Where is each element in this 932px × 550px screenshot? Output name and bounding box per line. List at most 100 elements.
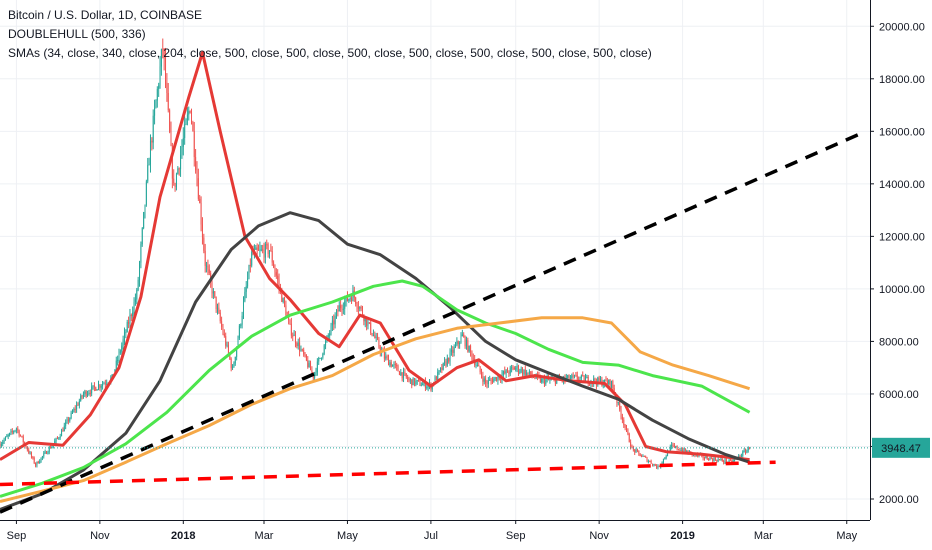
candle-body	[151, 140, 153, 143]
candle-body	[152, 115, 154, 143]
candle-body	[554, 378, 556, 384]
candle-body	[188, 111, 190, 115]
candle-body	[320, 357, 322, 359]
candle-body	[576, 375, 578, 380]
candle-body	[40, 457, 42, 462]
x-tick-label: Mar	[255, 530, 274, 542]
candle-body	[303, 349, 305, 355]
candle-body	[178, 168, 180, 170]
candle-body	[643, 455, 645, 457]
candle-body	[389, 362, 391, 366]
candle-body	[597, 377, 599, 385]
candle-body	[378, 339, 380, 348]
candle-body	[568, 375, 570, 380]
candle-body	[241, 315, 243, 325]
candle-body	[517, 365, 519, 373]
candle-body	[439, 367, 441, 371]
candle-body	[667, 451, 669, 457]
candle-body	[234, 356, 236, 364]
candle-body	[67, 419, 69, 422]
last-price-badge	[872, 437, 930, 458]
candle-body	[61, 430, 63, 437]
x-tick-label: Nov	[589, 530, 609, 542]
x-tick-label: Sep	[7, 530, 27, 542]
candle-body	[284, 298, 286, 306]
candle-body	[708, 459, 710, 461]
candle-body	[401, 372, 403, 379]
candle-body	[639, 453, 641, 457]
candle-body	[58, 437, 60, 439]
candle-body	[304, 354, 306, 356]
candle-body	[513, 367, 515, 370]
doublehull-indicator-label[interactable]: DOUBLEHULL (500, 336)	[8, 27, 146, 41]
candle-body	[154, 107, 156, 116]
candle-body	[589, 383, 591, 385]
candle-body	[626, 427, 628, 430]
candle-body	[556, 378, 558, 384]
candle-body	[238, 325, 240, 339]
candle-body	[449, 351, 451, 362]
candle-body	[87, 393, 89, 396]
candle-body	[65, 422, 67, 426]
candle-body	[139, 262, 141, 280]
candle-body	[370, 322, 372, 334]
candle-body	[680, 449, 682, 451]
candle-body	[647, 461, 649, 463]
candle-body	[489, 379, 491, 381]
candle-body	[318, 358, 320, 362]
candle-body	[301, 349, 303, 351]
candle-body	[169, 110, 171, 132]
candle-body	[672, 444, 674, 446]
candle-body	[174, 183, 176, 188]
candle-body	[508, 372, 510, 374]
candle-body	[467, 339, 469, 352]
candle-body	[199, 198, 201, 204]
candle-body	[441, 367, 443, 370]
smas-indicator-label[interactable]: SMAs (34, close, 340, close, 204, close,…	[8, 46, 652, 60]
candle-body	[490, 379, 492, 381]
candle-body	[351, 298, 353, 302]
candle-body	[676, 446, 678, 450]
candle-body	[613, 388, 615, 394]
candle-body	[367, 322, 369, 326]
candle-body	[724, 459, 726, 463]
candle-body	[446, 357, 448, 366]
x-tick-label: Sep	[506, 530, 526, 542]
candle-body	[652, 463, 653, 466]
candle-body	[740, 455, 742, 457]
candle-body	[364, 317, 366, 322]
candle-body	[229, 353, 231, 359]
candle-body	[703, 458, 705, 460]
candle-body	[549, 379, 551, 381]
trendline	[0, 129, 867, 514]
candle-body	[669, 446, 671, 453]
candle-body	[362, 308, 363, 316]
candle-body	[21, 435, 23, 437]
candle-body	[572, 375, 574, 377]
candle-body	[359, 307, 361, 309]
candle-body	[377, 336, 379, 340]
candle-body	[620, 409, 622, 417]
symbol-title[interactable]: Bitcoin / U.S. Dollar, 1D, COINBASE	[8, 8, 203, 22]
candle-body	[97, 384, 99, 390]
candle-body	[248, 265, 250, 279]
candle-body	[315, 372, 317, 374]
candle-body	[4, 436, 6, 440]
candle-body	[472, 358, 474, 360]
candle-body	[270, 250, 272, 252]
candle-body	[333, 320, 335, 325]
candle-body	[658, 465, 660, 467]
candle-body	[9, 433, 11, 436]
candle-body	[623, 419, 625, 426]
candle-body	[416, 380, 418, 382]
candle-body	[671, 444, 673, 447]
candle-body	[742, 451, 744, 456]
candle-body	[471, 351, 473, 359]
candle-body	[434, 376, 436, 384]
candle-body	[500, 378, 502, 380]
candle-body	[344, 301, 346, 309]
y-tick-label: 18000.00	[879, 74, 925, 86]
candle-body	[143, 211, 145, 229]
